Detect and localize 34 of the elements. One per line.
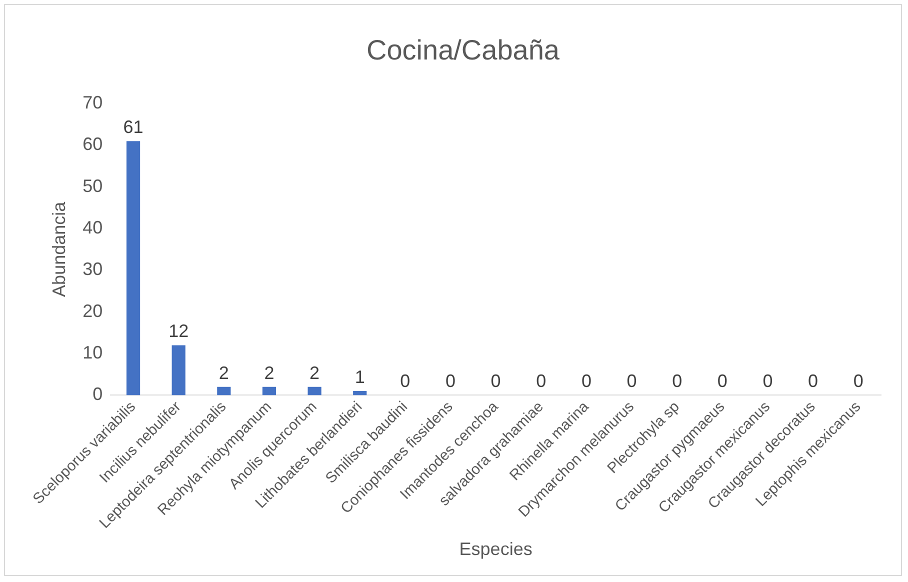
y-tick-label: 50 — [82, 176, 103, 196]
y-tick-label: 0 — [92, 384, 103, 404]
data-label: 0 — [853, 371, 864, 392]
data-label: 0 — [581, 371, 592, 392]
bar — [308, 386, 322, 396]
bar — [172, 345, 186, 396]
y-tick-label: 10 — [82, 342, 103, 363]
data-label: 1 — [354, 367, 365, 388]
data-label: 0 — [808, 371, 818, 392]
data-label: 0 — [672, 371, 682, 392]
y-axis-title: Abundancia — [48, 200, 69, 297]
data-label: 0 — [717, 371, 728, 392]
data-label: 0 — [626, 371, 637, 392]
bar — [353, 391, 367, 396]
data-label: 0 — [490, 371, 501, 392]
data-label: 61 — [123, 117, 144, 138]
data-label: 0 — [762, 371, 773, 392]
data-label: 0 — [400, 371, 410, 392]
data-label: 2 — [264, 362, 274, 383]
bar — [126, 141, 140, 396]
y-tick-label: 30 — [82, 259, 103, 280]
y-tick-label: 40 — [82, 218, 103, 238]
data-label: 0 — [445, 371, 456, 392]
data-label: 2 — [310, 362, 320, 383]
y-tick-label: 20 — [82, 300, 103, 321]
bar — [217, 386, 231, 396]
bar — [262, 386, 276, 396]
data-label: 0 — [536, 371, 546, 392]
x-axis-title: Especies — [459, 539, 532, 560]
chart-title: Cocina/Cabaña — [366, 34, 560, 66]
y-tick-label: 70 — [82, 92, 103, 113]
y-tick-label: 60 — [82, 134, 103, 154]
data-label: 12 — [168, 321, 189, 342]
data-label: 2 — [218, 362, 229, 383]
